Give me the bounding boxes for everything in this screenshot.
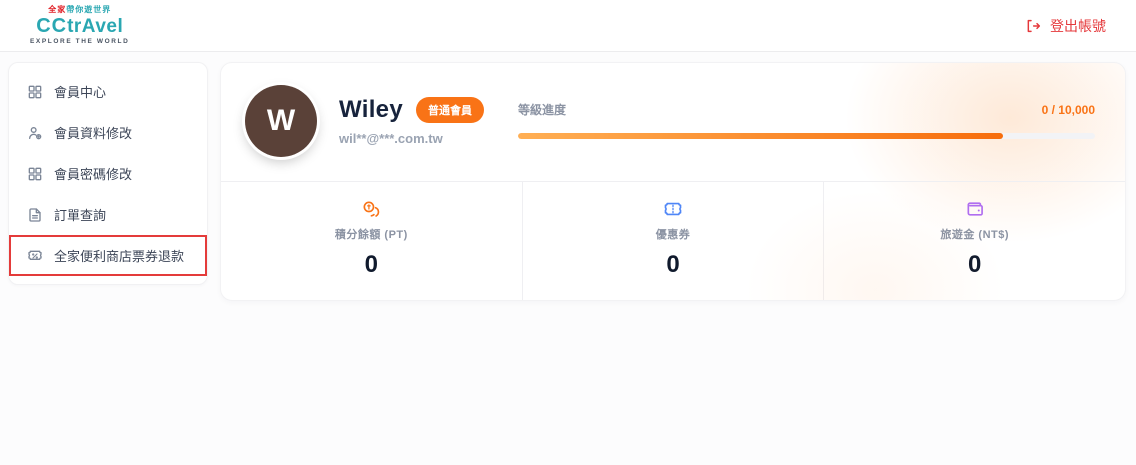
logout-button[interactable]: 登出帳號 — [1025, 16, 1106, 36]
member-identity: Wiley 普通會員 wil**@***.com.tw — [339, 96, 484, 146]
stat-label: 積分餘額 (PT) — [334, 229, 408, 241]
stats-row: 積分餘額 (PT) 0 優惠券 0 旅遊金 (NT$) 0 — [221, 182, 1125, 300]
sidebar-item-order-inquiry[interactable]: 訂單查詢 — [9, 194, 207, 235]
grid-icon — [27, 166, 43, 182]
ticket-icon — [523, 199, 824, 219]
level-progress-section: 等級進度 0 / 10,000 — [517, 101, 1095, 139]
sidebar-item-label: 會員密碼修改 — [54, 167, 133, 182]
top-bar: 全家帶你遊世界 CCtrAvel EXPLORE THE WORLD 登出帳號 — [0, 0, 1136, 52]
level-progress-track — [517, 133, 1095, 139]
level-progress-fill — [517, 133, 1003, 139]
level-progress-label: 等級進度 — [517, 103, 566, 117]
grid-icon — [27, 84, 43, 100]
logo-cc: CC — [36, 14, 68, 37]
ticket-percent-icon — [27, 248, 43, 264]
coins-icon — [221, 199, 522, 219]
sidebar-item-member-center[interactable]: 會員中心 — [9, 71, 207, 112]
logo-brand-text: CCtrAvel — [30, 15, 129, 38]
logout-label: 登出帳號 — [1050, 17, 1106, 34]
wallet-icon — [824, 199, 1125, 219]
logo-travel: trAvel — [67, 15, 124, 37]
card-divider — [221, 181, 1125, 182]
stat-coupons: 優惠券 0 — [521, 182, 824, 300]
stat-label: 優惠券 — [655, 229, 691, 241]
sidebar-item-familymart-ticket-refund[interactable]: 全家便利商店票券退款 — [9, 235, 207, 276]
logout-icon — [1025, 18, 1041, 34]
sidebar-item-label: 會員中心 — [54, 85, 107, 100]
sidebar-item-label: 全家便利商店票券退款 — [54, 249, 185, 264]
sidebar-item-label: 會員資料修改 — [54, 126, 133, 141]
document-icon — [27, 207, 43, 223]
level-progress-value: 0 / 10,000 — [1041, 103, 1095, 117]
sidebar-item-change-password[interactable]: 會員密碼修改 — [9, 153, 207, 194]
member-sidebar: 會員中心 會員資料修改 會員密碼修改 訂單查詢 全家便利商店票券退款 — [8, 62, 208, 285]
stat-value: 0 — [968, 251, 982, 278]
member-name: Wiley — [339, 96, 403, 123]
member-email: wil**@***.com.tw — [339, 131, 443, 146]
logo-tagline-red: 全家 — [48, 5, 67, 15]
user-gear-icon — [27, 125, 43, 141]
sidebar-item-label: 訂單查詢 — [54, 208, 107, 223]
stat-points-balance: 積分餘額 (PT) 0 — [221, 182, 522, 300]
stat-label: 旅遊金 (NT$) — [940, 229, 1010, 241]
stat-value: 0 — [666, 251, 680, 278]
sidebar-item-edit-profile[interactable]: 會員資料修改 — [9, 112, 207, 153]
avatar: W — [245, 85, 317, 157]
profile-row: W Wiley 普通會員 wil**@***.com.tw 等級進度 0 / 1… — [221, 63, 1125, 181]
member-summary-card: W Wiley 普通會員 wil**@***.com.tw 等級進度 0 / 1… — [220, 62, 1126, 301]
logo-subtitle: EXPLORE THE WORLD — [30, 37, 130, 45]
stat-value: 0 — [364, 251, 379, 278]
membership-tier-badge: 普通會員 — [415, 97, 484, 123]
main-content: 會員中心 會員資料修改 會員密碼修改 訂單查詢 全家便利商店票券退款 — [0, 52, 1136, 301]
stat-travel-fund: 旅遊金 (NT$) 0 — [823, 182, 1125, 300]
logo-tagline: 全家帶你遊世界 — [30, 5, 129, 15]
brand-logo[interactable]: 全家帶你遊世界 CCtrAvel EXPLORE THE WORLD — [30, 5, 130, 45]
logo-tagline-teal: 帶你遊世界 — [66, 5, 112, 15]
